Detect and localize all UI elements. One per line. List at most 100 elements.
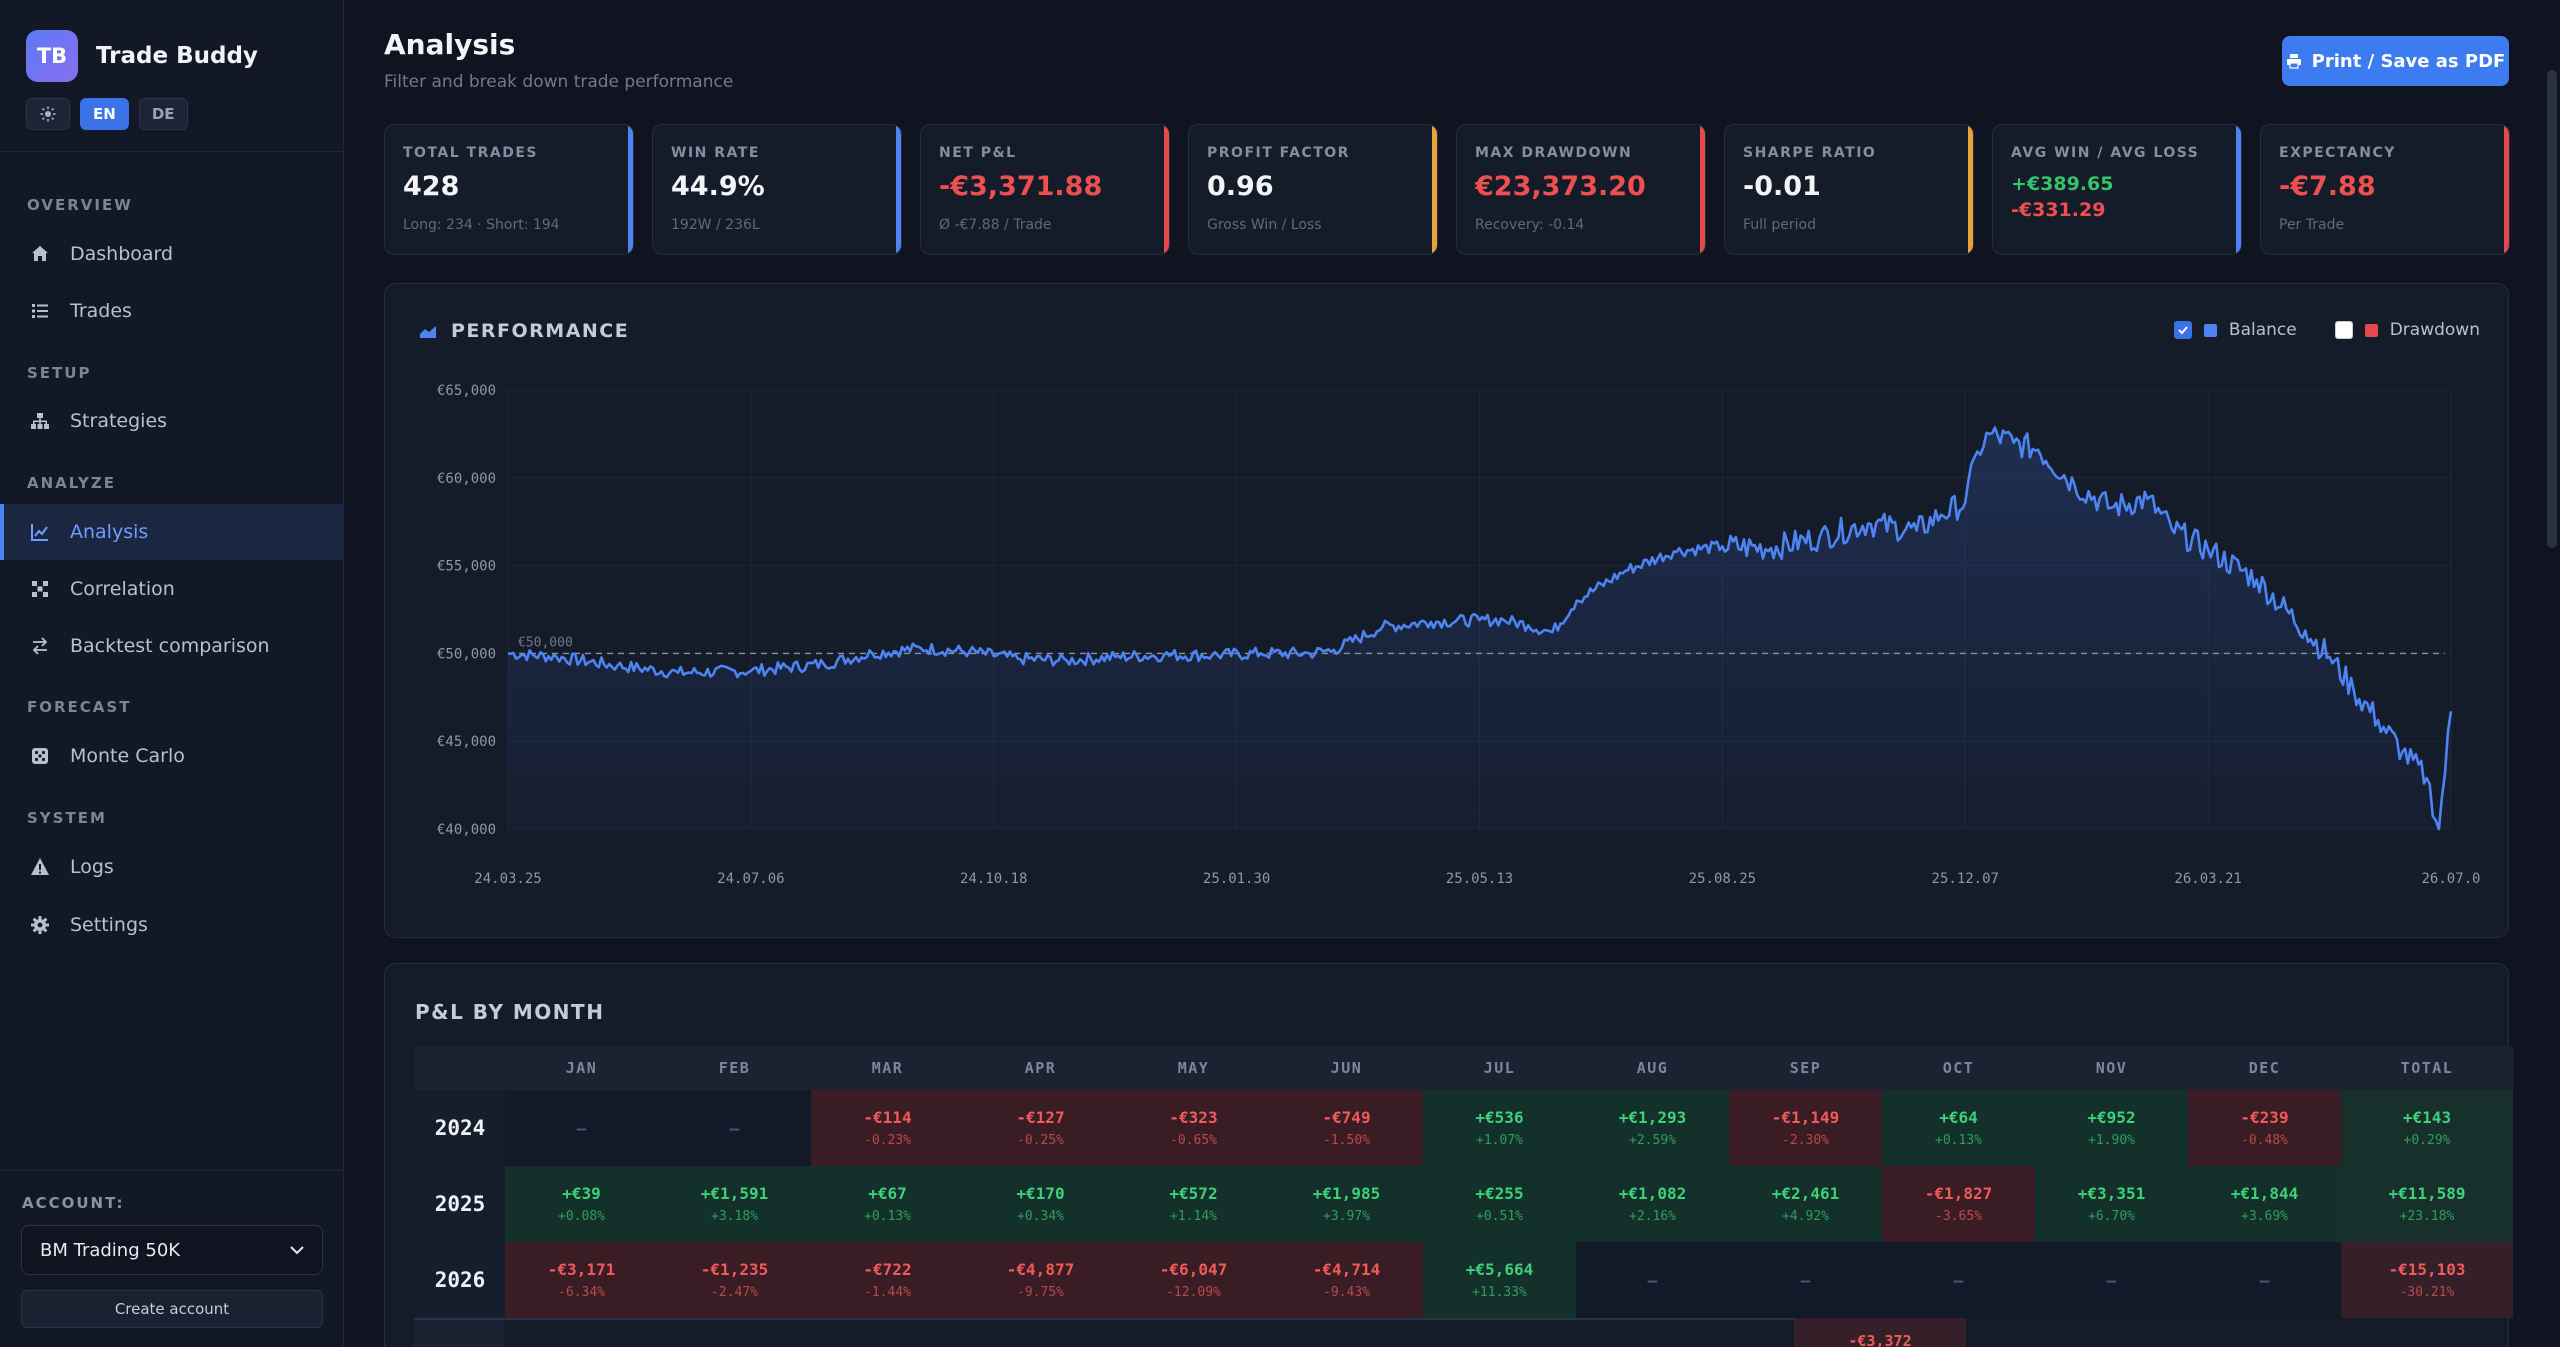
sidebar-divider <box>0 1170 344 1171</box>
cell-value: -€4,877 <box>1006 1260 1075 1279</box>
drawdown-swatch <box>2364 323 2378 337</box>
cell-value: -€6,047 <box>1159 1260 1228 1279</box>
month-cell: +€255 +0.51% <box>1423 1166 1576 1242</box>
sidebar-item-trades[interactable]: Trades <box>0 283 344 339</box>
performance-title-label: PERFORMANCE <box>451 320 630 342</box>
cell-percent: -2.47% <box>711 1285 758 1300</box>
month-cell: +€3,351 +6.70% <box>2035 1166 2188 1242</box>
x-tick-label: 24.07.06 <box>717 871 784 887</box>
month-cell: -€1,235 -2.47% <box>658 1242 811 1318</box>
cell-value: -€1,827 <box>1924 1184 1993 1203</box>
cell-value: — <box>1647 1270 1658 1290</box>
column-header: FEB <box>658 1046 811 1090</box>
brand[interactable]: TB Trade Buddy <box>26 30 258 82</box>
nav-section-analyze: ANALYZE <box>27 474 116 492</box>
sidebar-item-correlation[interactable]: Correlation <box>0 561 344 617</box>
x-tick-label: 24.03.25 <box>474 871 541 887</box>
month-cell: +€1,985 +3.97% <box>1270 1166 1423 1242</box>
total-cell: +€143 +0.29% <box>2341 1090 2513 1166</box>
month-cell: -€722 -1.44% <box>811 1242 964 1318</box>
kpi-label: MAX DRAWDOWN <box>1475 145 1633 161</box>
cell-percent: +3.69% <box>2241 1209 2288 1224</box>
sidebar-item-dashboard[interactable]: Dashboard <box>0 226 344 282</box>
home-icon <box>30 244 50 264</box>
cell-percent: -12.09% <box>1166 1285 1221 1300</box>
print-save-pdf-button[interactable]: Print / Save as PDF <box>2282 36 2509 86</box>
lang-de-button[interactable]: DE <box>138 98 188 130</box>
check-icon <box>2178 326 2188 335</box>
month-cell: — <box>2188 1242 2341 1318</box>
column-header: AUG <box>1576 1046 1729 1090</box>
create-account-button[interactable]: Create account <box>21 1290 323 1328</box>
month-cell: -€323 -0.65% <box>1117 1090 1270 1166</box>
gear-icon <box>30 915 50 935</box>
baseline-label: €50,000 <box>518 635 573 650</box>
cell-percent: -9.43% <box>1323 1285 1370 1300</box>
sidebar-divider <box>0 151 344 152</box>
cell-value: +€1,985 <box>1312 1184 1381 1203</box>
month-cell: -€239 -0.48% <box>2188 1090 2341 1166</box>
nav-section-forecast: FORECAST <box>27 698 132 716</box>
sidebar-item-monte-carlo[interactable]: Monte Carlo <box>0 728 344 784</box>
cell-value: -€749 <box>1322 1108 1371 1127</box>
account-select[interactable]: BM Trading 50K <box>21 1225 323 1275</box>
column-header: MAY <box>1117 1046 1270 1090</box>
sidebar-item-settings[interactable]: Settings <box>0 897 344 953</box>
balance-checkbox[interactable] <box>2173 321 2192 339</box>
balance-area <box>508 427 2451 829</box>
column-header: OCT <box>1882 1046 2035 1090</box>
brand-logo: TB <box>26 30 78 82</box>
cell-percent: +1.90% <box>2088 1133 2135 1148</box>
lang-en-button[interactable]: EN <box>80 98 129 130</box>
y-tick-label: €65,000 <box>437 383 496 399</box>
y-tick-label: €50,000 <box>437 646 496 662</box>
cell-value: +€5,664 <box>1465 1260 1534 1279</box>
cell-value: — <box>1800 1270 1811 1290</box>
sidebar-item-label: Monte Carlo <box>70 745 185 767</box>
column-header: JAN <box>505 1046 658 1090</box>
cell-percent: -9.75% <box>1017 1285 1064 1300</box>
cell-value: -€4,714 <box>1312 1260 1381 1279</box>
kpi-card-expectancy: EXPECTANCY -€7.88 Per Trade <box>2260 124 2510 255</box>
cell-percent: -0.65% <box>1170 1133 1217 1148</box>
theme-toggle-button[interactable] <box>26 98 70 130</box>
page-scrollbar[interactable] <box>2547 70 2557 548</box>
cell-value: -€239 <box>2240 1108 2289 1127</box>
month-cell: -€127 -0.25% <box>964 1090 1117 1166</box>
month-cell: +€67 +0.13% <box>811 1166 964 1242</box>
drawdown-checkbox[interactable] <box>2334 321 2353 339</box>
cell-value: +€536 <box>1475 1108 1524 1127</box>
kpi-card-sharpe-ratio: SHARPE RATIO -0.01 Full period <box>1724 124 1974 255</box>
kpi-label: SHARPE RATIO <box>1743 145 1877 161</box>
list-icon <box>30 301 50 321</box>
column-header: TOTAL <box>2341 1046 2513 1090</box>
kpi-card-net-pl: NET P&L -€3,371.88 Ø -€7.88 / Trade <box>920 124 1170 255</box>
cell-value: -€15,103 <box>2388 1260 2466 1279</box>
kpi-sub: 192W / 236L <box>671 217 760 233</box>
month-cell: -€4,877 -9.75% <box>964 1242 1117 1318</box>
cell-value: +€1,844 <box>2230 1184 2299 1203</box>
year-cell: 2024 <box>415 1090 505 1166</box>
month-cell: -€749 -1.50% <box>1270 1090 1423 1166</box>
month-cell: +€5,664 +11.33% <box>1423 1242 1576 1318</box>
total-cell: -€15,103 -30.21% <box>2341 1242 2513 1318</box>
month-cell: -€1,149 -2.30% <box>1729 1090 1882 1166</box>
kpi-value: 428 <box>403 171 460 202</box>
cell-percent: +1.07% <box>1476 1133 1523 1148</box>
sidebar-item-logs[interactable]: Logs <box>0 839 344 895</box>
sidebar-item-analysis[interactable]: Analysis <box>0 504 344 560</box>
kpi-sub: Per Trade <box>2279 217 2345 233</box>
cell-percent: +11.33% <box>1472 1285 1527 1300</box>
month-cell: -€114 -0.23% <box>811 1090 964 1166</box>
table-cell-partial <box>414 1318 504 1347</box>
sidebar-item-strategies[interactable]: Strategies <box>0 393 344 449</box>
x-tick-label: 26.03.21 <box>2174 871 2241 887</box>
total-cell: +€11,589 +23.18% <box>2341 1166 2513 1242</box>
month-cell: +€952 +1.90% <box>2035 1090 2188 1166</box>
cell-value: -€127 <box>1016 1108 1065 1127</box>
cell-percent: +0.13% <box>864 1209 911 1224</box>
kpi-sub: Full period <box>1743 217 1816 233</box>
pl-by-month-panel: P&L BY MONTH JAN FEB MAR APR MAY JUN JUL AUG SEP… <box>384 963 2513 1347</box>
legend-balance-label: Balance <box>2228 320 2297 340</box>
sidebar-item-backtest-comparison[interactable]: Backtest comparison <box>0 618 344 674</box>
